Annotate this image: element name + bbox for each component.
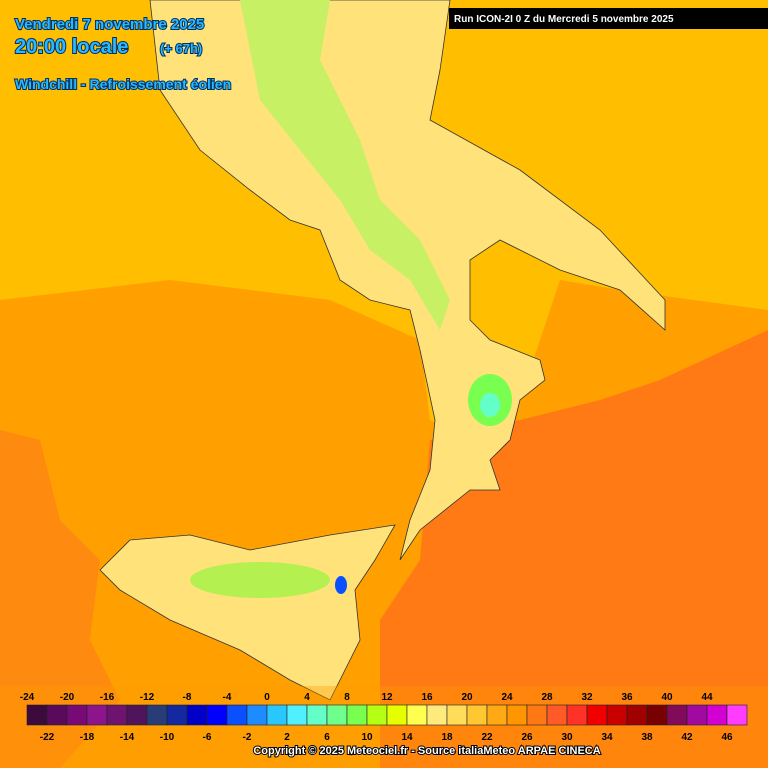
legend-swatch [346, 704, 368, 726]
legend-label: 32 [581, 692, 593, 703]
legend-label: 36 [621, 692, 633, 703]
legend-label: 6 [324, 732, 330, 743]
legend-swatch [366, 704, 388, 726]
legend-swatch [626, 704, 648, 726]
legend-label: 0 [264, 692, 270, 703]
legend-label: 28 [541, 692, 553, 703]
legend-swatch [566, 704, 588, 726]
legend-label: 12 [381, 692, 393, 703]
legend-swatch [226, 704, 248, 726]
legend-label: -22 [40, 732, 55, 743]
legend-label: -12 [140, 692, 155, 703]
legend-label: 2 [284, 732, 290, 743]
time: 20:00 locale [15, 36, 128, 58]
legend-swatch [486, 704, 508, 726]
legend-swatch [666, 704, 688, 726]
legend-swatch [446, 704, 468, 726]
legend-label: -16 [100, 692, 115, 703]
legend-swatch [206, 704, 228, 726]
legend-swatch [546, 704, 568, 726]
lead: (+ 67h) [160, 41, 202, 56]
mountains [480, 393, 500, 417]
parameter: Windchill - Refroissement éolien [15, 76, 231, 92]
legend-label: 38 [641, 732, 653, 743]
legend-swatch [686, 704, 708, 726]
legend-bg [0, 686, 768, 768]
copyright: Copyright © 2025 Meteociel.fr - Source i… [253, 745, 600, 757]
run: Run ICON-2I 0 Z du Mercredi 5 novembre 2… [454, 14, 674, 25]
legend-label: -8 [183, 692, 192, 703]
legend-label: 46 [721, 732, 733, 743]
legend-label: -10 [160, 732, 175, 743]
legend-swatch [26, 704, 48, 726]
legend-swatch [326, 704, 348, 726]
legend-label: -2 [243, 732, 252, 743]
legend-swatch [186, 704, 208, 726]
legend-swatch [386, 704, 408, 726]
legend-label: 42 [681, 732, 693, 743]
legend-label: 14 [401, 732, 413, 743]
legend-swatch [66, 704, 88, 726]
legend-swatch [426, 704, 448, 726]
legend-label: 44 [701, 692, 713, 703]
legend-swatch [166, 704, 188, 726]
legend-label: -24 [20, 692, 35, 703]
run-box [449, 8, 768, 29]
legend-label: 16 [421, 692, 433, 703]
legend-swatch [406, 704, 428, 726]
legend-swatch [586, 704, 608, 726]
etna [335, 576, 347, 594]
legend-swatch [46, 704, 68, 726]
legend-swatch [526, 704, 548, 726]
legend-label: 20 [461, 692, 473, 703]
legend-swatch [606, 704, 628, 726]
date: Vendredi 7 novembre 2025 [15, 16, 204, 33]
mountains [190, 562, 330, 598]
legend-label: -6 [203, 732, 212, 743]
mountains [240, 0, 450, 330]
legend-swatch [506, 704, 528, 726]
legend-swatch [146, 704, 168, 726]
legend-swatch [726, 704, 748, 726]
legend-swatch [266, 704, 288, 726]
sea-warm-west [0, 430, 120, 768]
legend-swatch [106, 704, 128, 726]
legend-label: -14 [120, 732, 135, 743]
legend-label: -20 [60, 692, 75, 703]
mainland [149, 0, 666, 561]
legend-label: -18 [80, 732, 95, 743]
legend-label: 8 [344, 692, 350, 703]
legend-swatch [466, 704, 488, 726]
sicily [99, 524, 396, 701]
legend-swatch [246, 704, 268, 726]
legend-swatch [86, 704, 108, 726]
legend-label: 22 [481, 732, 493, 743]
legend-swatch [646, 704, 668, 726]
legend-label: 10 [361, 732, 373, 743]
legend-label: 40 [661, 692, 673, 703]
legend-swatch [306, 704, 328, 726]
legend-label: -4 [223, 692, 232, 703]
legend-swatch [126, 704, 148, 726]
legend: -24-22-20-18-16-14-12-10-8-6-4-202468101… [20, 692, 748, 743]
legend-swatch [286, 704, 308, 726]
legend-swatch [706, 704, 728, 726]
legend-label: 24 [501, 692, 513, 703]
legend-label: 18 [441, 732, 453, 743]
legend-label: 34 [601, 732, 613, 743]
legend-label: 30 [561, 732, 573, 743]
legend-label: 26 [521, 732, 533, 743]
legend-label: 4 [304, 692, 310, 703]
